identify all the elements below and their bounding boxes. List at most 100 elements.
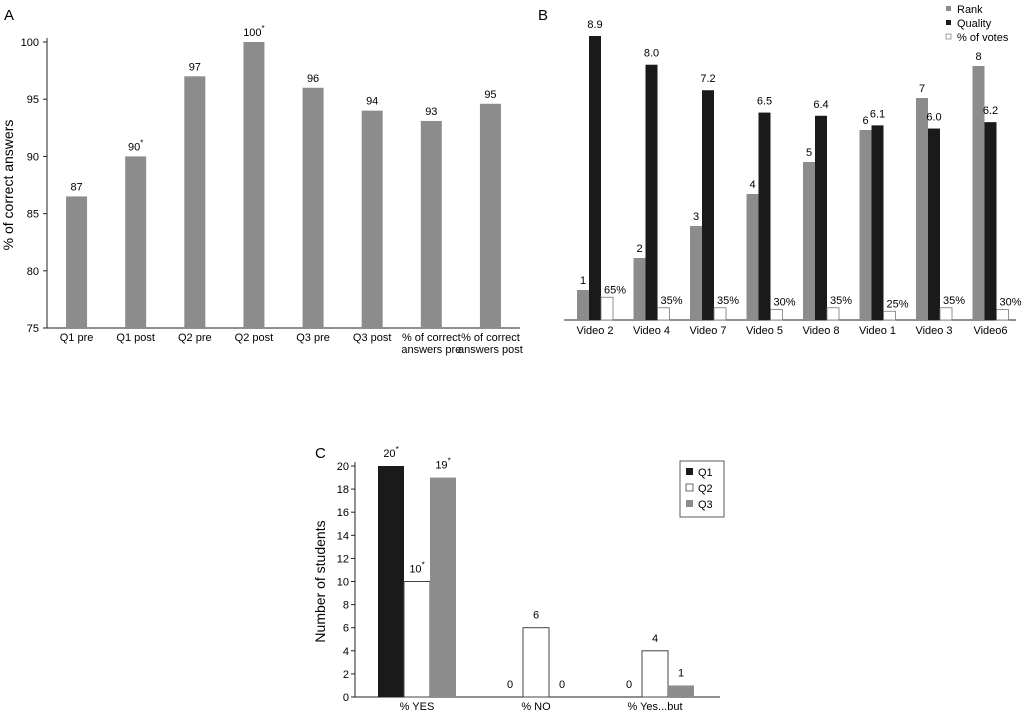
y-axis-title: Number of students	[312, 520, 328, 642]
bar-rank	[859, 130, 872, 320]
x-category-label: Video 4	[633, 325, 670, 337]
data-label-quality: 8.9	[587, 19, 602, 31]
y-tick-label: 8	[343, 600, 349, 612]
data-label-quality: 6.2	[983, 105, 998, 117]
bar-q2	[641, 650, 669, 698]
data-label-quality: 6.5	[757, 96, 772, 108]
y-tick-label: 10	[337, 577, 349, 589]
bar-rank	[746, 194, 759, 320]
data-label-rank: 2	[636, 243, 642, 255]
data-label: 20*	[383, 445, 398, 460]
y-tick-label: 100	[21, 37, 39, 49]
y-tick-label: 95	[27, 94, 39, 106]
bar-rank	[972, 66, 985, 320]
data-label-rank: 3	[693, 211, 699, 223]
bar-quality	[984, 122, 997, 320]
bar-quality	[758, 112, 771, 321]
legend-swatch	[686, 500, 693, 507]
x-category-label: % Yes...but	[627, 701, 682, 713]
x-category-label: Video 7	[689, 325, 726, 337]
data-label-rank: 6	[862, 115, 868, 127]
bar-q1	[378, 466, 404, 697]
bar-q2	[522, 627, 550, 698]
data-label-rank: 7	[919, 83, 925, 95]
legend-swatch	[685, 483, 694, 492]
x-category-label: % NO	[521, 701, 551, 713]
bar-votes	[770, 309, 783, 321]
data-label-votes: 25%	[886, 298, 908, 310]
data-label-votes: 35%	[830, 295, 852, 307]
bar-votes	[939, 307, 953, 321]
bar-q3	[430, 477, 456, 697]
x-category-label: % of correct	[402, 332, 461, 344]
data-label: 96	[307, 73, 319, 85]
bar-quality	[645, 64, 658, 320]
y-tick-label: 2	[343, 669, 349, 681]
y-axis-title: % of correct answers	[0, 120, 16, 251]
bar	[302, 87, 324, 328]
x-category-label: answers post	[458, 344, 523, 356]
bar-votes	[600, 296, 614, 321]
x-category-label: Q3 pre	[296, 332, 330, 344]
data-label: 94	[366, 96, 378, 108]
x-category-label: Video 2	[576, 325, 613, 337]
data-label-rank: 1	[580, 275, 586, 287]
legend-swatch	[686, 468, 693, 475]
x-category-label: answers pre	[401, 344, 461, 356]
panel-b-letter: B	[538, 7, 548, 24]
bar-rank	[633, 258, 646, 320]
y-tick-label: 0	[343, 692, 349, 704]
legend-label: % of votes	[957, 32, 1009, 44]
data-label: 0	[559, 679, 565, 691]
data-label-votes: 35%	[660, 295, 682, 307]
data-label-quality: 7.2	[700, 73, 715, 85]
bar-quality	[815, 115, 827, 320]
chart-panel-a: A 75 80 85 90 95 100 % of correct answers 87 Q1 …	[0, 7, 523, 356]
x-category-label: Video 5	[746, 325, 783, 337]
bar	[184, 76, 206, 328]
bar-quality	[589, 36, 601, 320]
bar-rank	[577, 290, 589, 320]
bar-votes	[826, 307, 840, 321]
data-label-rank: 4	[749, 179, 755, 191]
panel-c-letter: C	[315, 445, 326, 462]
data-label-votes: 30%	[999, 297, 1021, 309]
y-tick-label: 90	[27, 151, 39, 163]
data-label: 90*	[128, 138, 143, 153]
data-label-rank: 5	[806, 147, 812, 159]
y-tick-label: 14	[337, 530, 349, 542]
legend-label: Q1	[698, 467, 713, 479]
legend-swatch	[945, 33, 952, 40]
data-label: 0	[626, 679, 632, 691]
bar-rank	[690, 226, 702, 320]
bar-votes	[883, 310, 896, 321]
bar-q3	[668, 685, 694, 697]
panel-a-letter: A	[4, 7, 14, 24]
x-category-label: % of correct	[461, 332, 520, 344]
data-label-quality: 6.4	[813, 99, 828, 111]
x-category-label: Video 3	[915, 325, 952, 337]
x-category-label: Q2 pre	[178, 332, 212, 344]
x-category-label: Video6	[973, 325, 1007, 337]
y-tick-label: 12	[337, 553, 349, 565]
data-label: 97	[189, 61, 201, 73]
legend-label: Rank	[957, 4, 983, 16]
x-category-label: Q1 post	[116, 332, 155, 344]
data-label: 6	[533, 610, 539, 622]
data-label-rank: 8	[975, 51, 981, 63]
data-label-votes: 30%	[773, 297, 795, 309]
y-tick-label: 6	[343, 623, 349, 635]
x-category-label: Q2 post	[235, 332, 274, 344]
x-category-label: % YES	[400, 701, 435, 713]
x-category-label: Q1 pre	[60, 332, 94, 344]
y-tick-label: 20	[337, 461, 349, 473]
bar-quality	[702, 90, 714, 320]
bar-rank	[916, 98, 928, 320]
y-tick-label: 80	[27, 266, 39, 278]
bar	[243, 42, 265, 328]
bar	[479, 103, 501, 328]
x-category-label: Video 8	[802, 325, 839, 337]
data-label: 93	[425, 106, 437, 118]
